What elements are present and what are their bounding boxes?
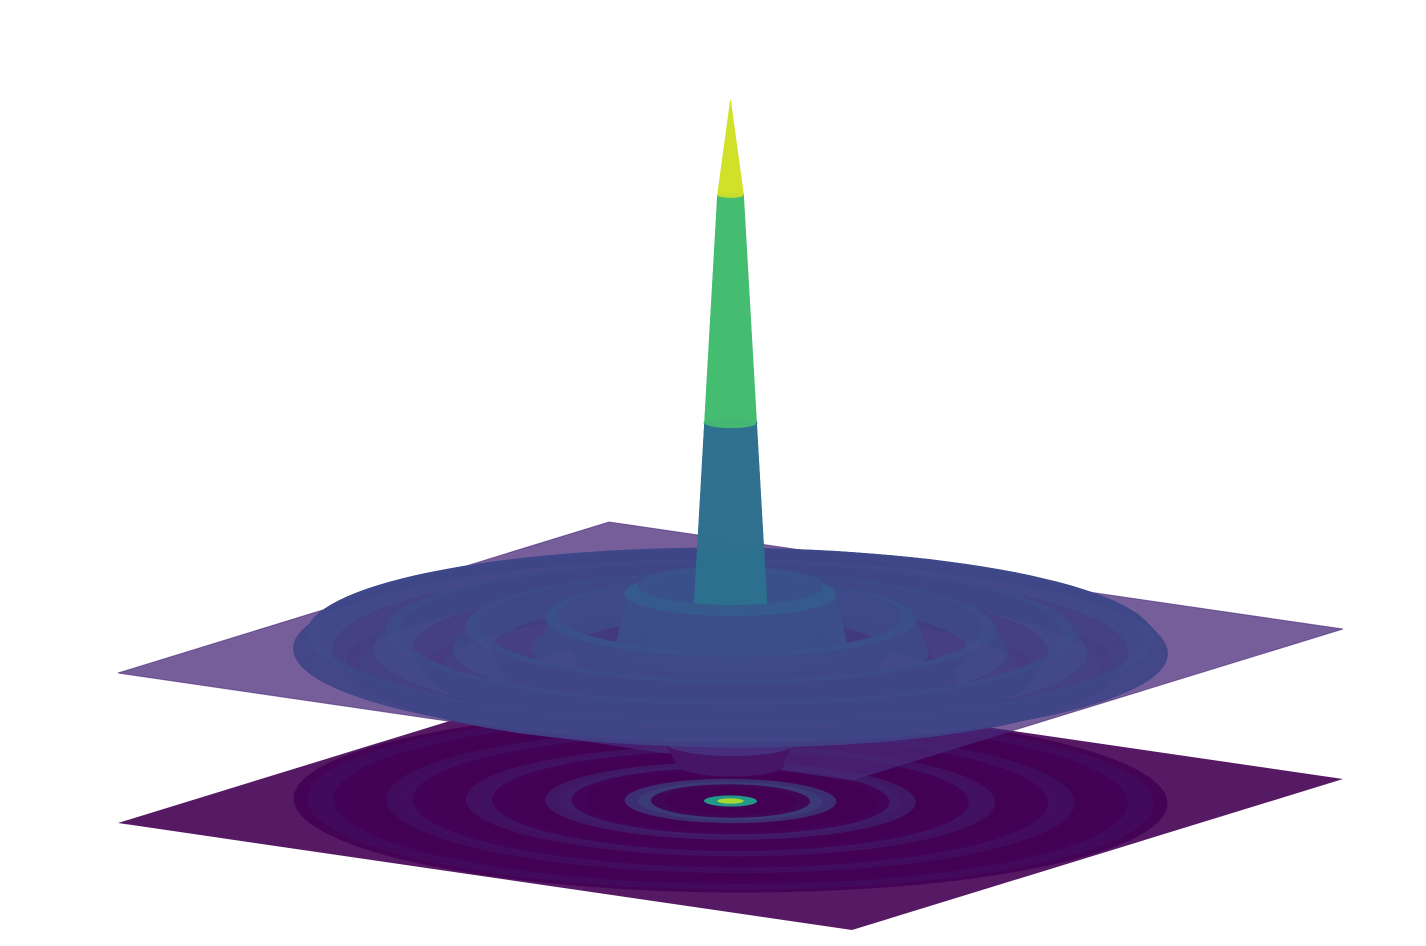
surface-band-front xyxy=(717,99,745,199)
surface-band-front xyxy=(301,621,1168,743)
surface-band-front xyxy=(704,194,758,429)
floor-contour xyxy=(717,798,744,804)
